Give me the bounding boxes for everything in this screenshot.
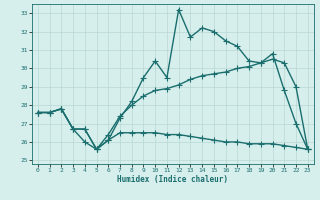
- X-axis label: Humidex (Indice chaleur): Humidex (Indice chaleur): [117, 175, 228, 184]
